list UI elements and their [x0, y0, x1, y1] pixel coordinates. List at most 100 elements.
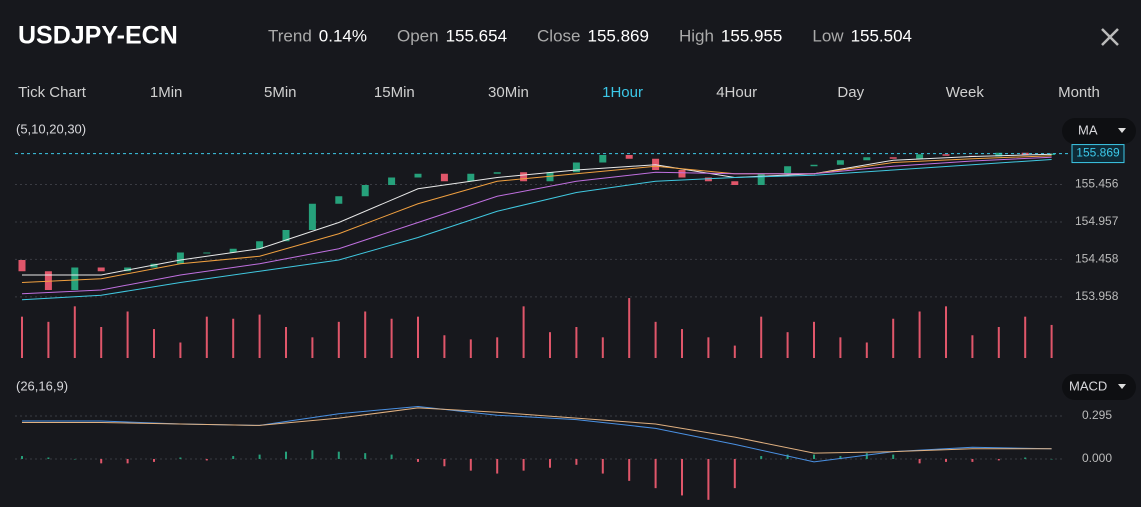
macd-bar [21, 456, 23, 459]
macd-bar [496, 458, 499, 474]
price-tag: 155.869 [1076, 146, 1120, 160]
macd-bar [681, 458, 683, 496]
candle [757, 173, 765, 185]
dropdown-icon[interactable] [1118, 128, 1126, 133]
volume-bar [786, 332, 789, 358]
line [21, 159, 1052, 301]
line [22, 407, 1052, 454]
macd-select[interactable] [1062, 374, 1136, 400]
tab[interactable]: Week [946, 84, 985, 101]
stat-label: Low [812, 26, 844, 45]
candle [124, 267, 132, 272]
volume-bar [285, 327, 287, 358]
volume-bar [628, 298, 631, 358]
tab[interactable]: 15Min [374, 84, 415, 101]
volume-bar [47, 321, 50, 358]
ma-select-label[interactable]: MA [1078, 122, 1098, 137]
macd-bar [971, 458, 974, 462]
candle [414, 173, 422, 178]
tab[interactable]: Day [837, 84, 864, 101]
macd-bar [1024, 457, 1027, 459]
macd-bar [892, 454, 895, 459]
tab[interactable]: 1Min [150, 84, 183, 101]
stat-value: 155.504 [851, 26, 912, 45]
macd-bar [1050, 458, 1053, 460]
volume-bar [918, 311, 921, 358]
macd-bar [73, 458, 76, 460]
tab[interactable]: Month [1058, 84, 1100, 101]
candle [361, 185, 369, 197]
macd-bar [839, 456, 842, 459]
stat-value: 0.14% [319, 26, 367, 45]
macd-bar [100, 458, 103, 464]
volume-bar [522, 306, 525, 358]
tab[interactable]: 4Hour [716, 84, 757, 101]
candle [493, 172, 501, 174]
candle [520, 172, 528, 182]
dropdown-icon[interactable] [1118, 384, 1126, 389]
y-tick-label: 0.295 [1082, 408, 1112, 422]
macd-bar [654, 458, 657, 489]
close-icon[interactable] [1101, 28, 1119, 46]
candle [572, 162, 580, 173]
macd-bar [865, 453, 868, 459]
candle [203, 252, 211, 254]
volume-bar [364, 311, 367, 358]
macd-select-label[interactable]: MACD [1069, 378, 1107, 393]
macd-bar [707, 458, 710, 500]
macd-bar [179, 457, 182, 459]
candle [440, 173, 448, 182]
macd-bar [390, 454, 393, 459]
close-button[interactable] [1101, 28, 1119, 46]
candle [836, 160, 844, 165]
candle [942, 154, 950, 156]
volume-bar [892, 318, 895, 358]
macd-bar [364, 453, 367, 459]
candle [176, 252, 184, 264]
macd-params: (26,16,9) [16, 378, 68, 393]
volume-bar [443, 335, 446, 358]
y-tick-label: 0.000 [1082, 451, 1112, 465]
candle [704, 177, 712, 182]
volume-bar [100, 327, 103, 358]
y-tick-label: 155.456 [1075, 177, 1119, 191]
candle [18, 260, 26, 272]
macd-bar [601, 458, 604, 474]
candle [995, 152, 1003, 157]
candle [256, 241, 264, 249]
macd-bar [628, 458, 631, 481]
macd-bar [258, 454, 261, 459]
candle [784, 166, 792, 174]
tab[interactable]: Tick Chart [18, 84, 87, 101]
macd-bar [918, 458, 921, 464]
macd-bar [733, 458, 736, 489]
tab[interactable]: 30Min [488, 84, 529, 101]
tab[interactable]: 1Hour [602, 84, 643, 101]
volume-bar [258, 314, 261, 358]
macd-bar [47, 457, 50, 459]
volume-bar [153, 329, 155, 358]
volume-bar [707, 337, 710, 358]
volume-bar [549, 332, 551, 358]
stat-label: Open [397, 26, 439, 45]
price-tag-box [1071, 144, 1125, 164]
volume-bar [232, 318, 235, 358]
tab[interactable]: 5Min [264, 84, 297, 101]
candle [229, 248, 237, 253]
macd-bar [522, 458, 525, 471]
volume-bar [839, 337, 842, 358]
volume-bar [1050, 324, 1053, 358]
volume-bar [971, 335, 974, 358]
volume-bar [865, 342, 868, 358]
ma-select[interactable] [1062, 118, 1136, 144]
candle [678, 170, 686, 178]
stat-label: Close [537, 26, 580, 45]
candle [731, 181, 739, 185]
volume-bar [733, 345, 736, 358]
volume-bar [179, 342, 182, 358]
candle [388, 177, 396, 185]
volume-bar [654, 321, 657, 358]
volume-bar [73, 306, 76, 358]
y-tick-label: 154.458 [1075, 252, 1119, 266]
